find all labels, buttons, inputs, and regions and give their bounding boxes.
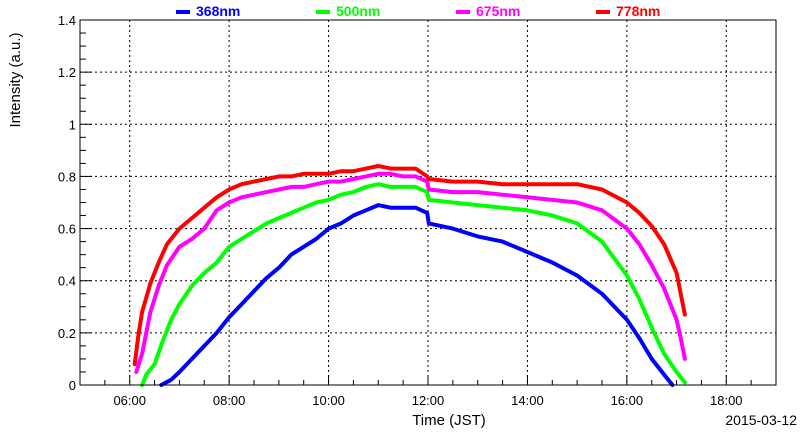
axis-ticks	[80, 19, 752, 386]
series-layer	[132, 164, 687, 387]
y-tick-label: 0	[69, 378, 76, 393]
axis-tick-labels: 06:00 08:00 10:00 12:00 14:00 16:00 18:00 0 0.2 0…	[58, 13, 743, 408]
x-tick-label: 12:00	[412, 393, 445, 408]
legend-label-778nm: 778nm	[616, 3, 660, 19]
series-line-368nm	[159, 203, 675, 387]
y-tick-label: 0.8	[58, 169, 76, 184]
y-tick-label: 0.4	[58, 274, 76, 289]
x-axis-title: Time (JST)	[412, 412, 486, 429]
legend-label-368nm: 368nm	[196, 3, 240, 19]
date-label: 2015-03-12	[725, 412, 797, 428]
y-tick-label: 1.4	[58, 13, 76, 28]
x-tick-label: 14:00	[511, 393, 544, 408]
legend: 368nm 500nm 675nm 778nm	[176, 3, 660, 19]
x-tick-label: 18:00	[710, 393, 743, 408]
x-tick-label: 08:00	[213, 393, 246, 408]
legend-label-675nm: 675nm	[476, 3, 520, 19]
series-line-675nm	[134, 171, 687, 374]
series-line-778nm	[132, 164, 687, 367]
y-tick-label: 0.6	[58, 222, 76, 237]
x-tick-label: 10:00	[312, 393, 345, 408]
series-line-500nm	[140, 182, 687, 387]
legend-label-500nm: 500nm	[336, 3, 380, 19]
x-tick-label: 16:00	[611, 393, 644, 408]
y-tick-label: 1.2	[58, 65, 76, 80]
x-tick-label: 06:00	[113, 393, 146, 408]
y-axis-title: Intensity (a.u.)	[7, 32, 24, 127]
y-tick-label: 0.2	[58, 326, 76, 341]
y-tick-label: 1	[69, 117, 76, 132]
